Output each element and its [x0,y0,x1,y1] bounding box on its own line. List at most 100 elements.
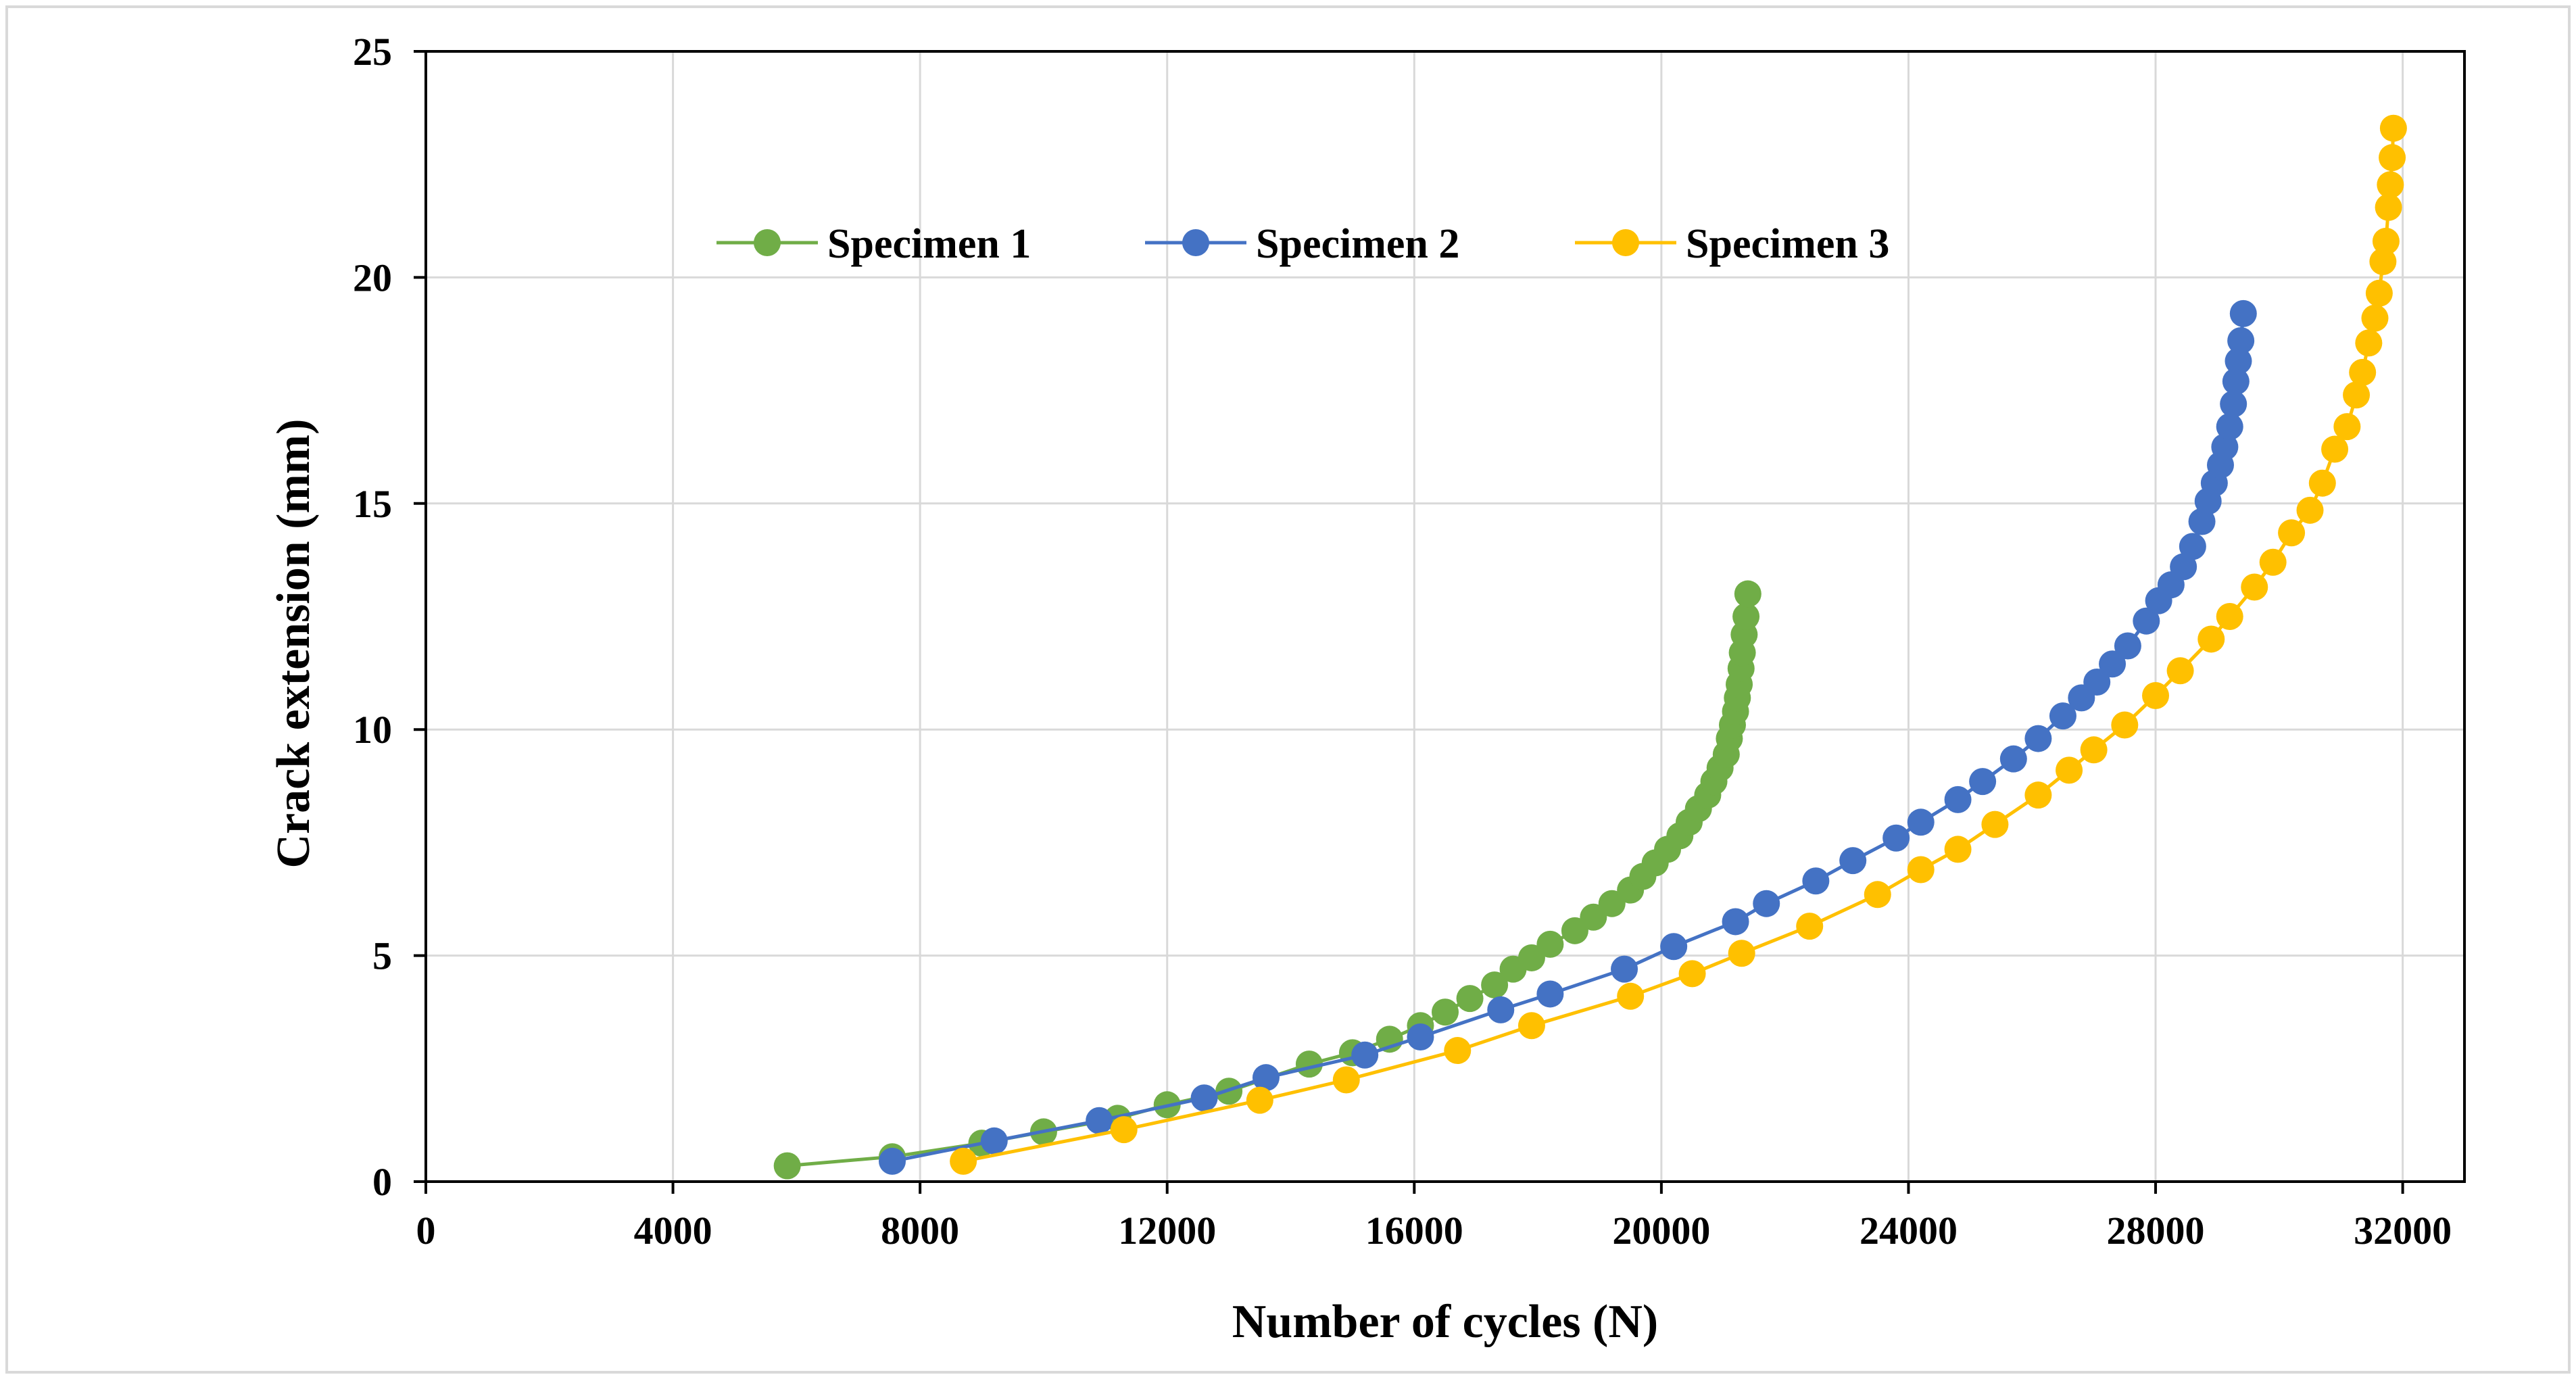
data-point [2259,548,2287,576]
data-point [1617,982,1645,1010]
data-point [2349,358,2377,386]
data-point [1536,980,1564,1008]
data-point [1981,811,2009,838]
data-point [1332,1066,1360,1094]
data-point [1481,971,1509,999]
data-point [2372,227,2400,255]
legend-item-2: Specimen 2 [1145,221,1459,267]
legend-label: Specimen 1 [827,221,1031,267]
data-point [1796,913,1824,940]
data-point [2355,329,2383,357]
data-point [2080,736,2108,764]
data-point [2229,299,2257,327]
data-point [1839,847,1867,875]
x-axis-title: Number of cycles (N) [1232,1296,1658,1348]
data-point [2188,508,2216,535]
data-point [2179,533,2206,560]
data-point [879,1147,906,1175]
chart-svg: 0 4000 8000 12000 16000 20000 24000 28000 32000 0… [268,30,2466,1348]
data-point [1678,960,1706,988]
data-point [2241,573,2268,601]
series-layer [773,114,2407,1180]
y-tick-label: 0 [372,1160,392,1204]
y-tick-label: 15 [353,482,392,526]
data-point [1734,580,1761,608]
legend-item-3: Specimen 3 [1575,221,1889,267]
data-point [1190,1084,1218,1112]
x-tick-label: 32000 [2354,1209,2452,1253]
x-tick-label: 0 [416,1209,436,1253]
data-point [1802,867,1830,895]
data-point [2114,632,2141,660]
x-tick-label: 20000 [1612,1209,1710,1253]
data-point [2375,193,2402,221]
data-point [1969,768,1997,796]
data-point [1110,1116,1138,1144]
data-point [1598,890,1626,917]
data-point [1517,1012,1545,1040]
legend-marker [754,229,781,256]
data-point [1732,603,1760,630]
data-point [1536,930,1564,958]
data-point [1432,998,1459,1026]
data-point [1722,908,1749,936]
data-point [1611,955,1638,983]
data-point [950,1147,977,1175]
data-point [2361,304,2389,332]
data-point [2216,413,2243,441]
data-point [1907,808,1935,836]
data-point [2227,327,2255,355]
data-point [1728,940,1755,967]
x-tick-label: 12000 [1118,1209,1216,1253]
data-point [1456,985,1484,1013]
data-point [1351,1041,1379,1069]
data-point [2343,381,2371,409]
data-point [1252,1064,1280,1092]
data-point [2024,781,2052,809]
data-point [2083,668,2111,696]
data-point [1444,1037,1472,1065]
legend-label: Specimen 2 [1256,221,1459,267]
data-point [1864,881,1891,909]
data-point [2220,390,2247,418]
data-point [1580,903,1607,931]
series-line [963,128,2396,1163]
data-point [2142,682,2170,710]
legend-marker [1182,229,1209,256]
data-point [2369,247,2397,275]
data-point [1660,933,1688,961]
data-point [773,1152,801,1180]
data-point [1753,890,1780,917]
y-tick-label: 5 [372,934,392,978]
data-point [2216,603,2243,630]
data-point [2056,756,2083,784]
data-point [1517,944,1545,971]
data-point [1246,1086,1273,1114]
data-point [2278,519,2306,547]
chart-frame: 0 4000 8000 12000 16000 20000 24000 28000 32000 0… [5,5,2571,1374]
data-point [2049,702,2076,730]
data-point [2211,433,2239,461]
data-point [2308,469,2336,497]
axes-layer: 0 4000 8000 12000 16000 20000 24000 28000 32000 0… [353,30,2466,1253]
data-point [1086,1107,1113,1134]
legend-label: Specimen 3 [1686,221,1889,267]
series-3 [950,114,2407,1175]
legend-item-1: Specimen 1 [716,221,1031,267]
data-point [980,1127,1008,1155]
data-point [2379,144,2406,172]
data-point [2222,368,2250,395]
data-point [1944,785,1972,813]
data-point [1487,996,1515,1023]
legend-marker [1612,229,1639,256]
data-point [1882,824,1910,852]
data-point [2225,347,2252,375]
data-point [2377,171,2404,199]
data-point [1561,917,1588,944]
data-point [2024,725,2052,752]
data-point [1907,856,1935,884]
data-point [2379,114,2407,142]
x-tick-label: 8000 [881,1209,959,1253]
data-point [1999,745,2027,773]
data-point [2333,413,2361,441]
